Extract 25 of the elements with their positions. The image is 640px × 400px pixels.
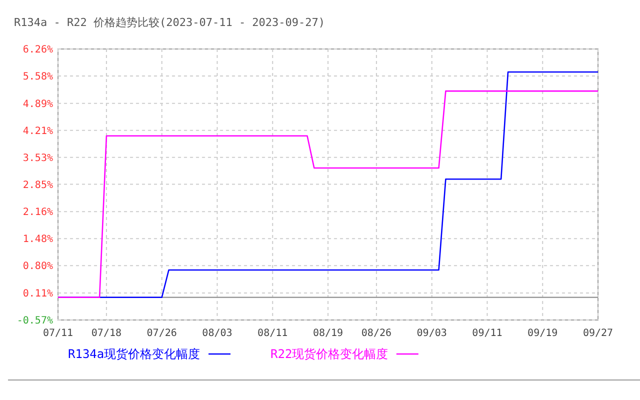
y-tick-label: 2.16% [22, 207, 53, 218]
x-tick-label: 09/11 [472, 328, 502, 339]
y-tick-label: 0.80% [22, 261, 53, 272]
x-tick-label: 09/27 [582, 328, 614, 339]
y-tick-label: 1.48% [22, 234, 53, 246]
x-tick-label: 09/19 [528, 328, 558, 339]
x-tick-label: 08/19 [312, 328, 344, 339]
y-tick-label: 4.21% [22, 126, 53, 137]
x-tick-label: 07/26 [146, 328, 177, 339]
legend-label: R134a现货价格变化幅度 [68, 347, 200, 361]
x-tick-label: 08/26 [361, 328, 392, 339]
chart-title: R134a - R22 价格趋势比较(2023-07-11 - 2023-09-27) [14, 16, 326, 29]
y-tick-label: -0.57% [16, 316, 53, 326]
legend-label: R22现货价格变化幅度 [270, 347, 388, 361]
y-tick-label: 2.85% [22, 180, 53, 191]
y-tick-label: 5.58% [22, 71, 53, 82]
x-tick-label: 08/03 [202, 328, 232, 339]
x-tick-label: 08/11 [258, 328, 288, 339]
y-tick-label: 4.89% [22, 98, 53, 110]
x-tick-label: 07/11 [42, 328, 74, 339]
x-tick-label: 07/18 [91, 328, 122, 339]
y-tick-label: 6.26% [22, 44, 53, 56]
x-tick-label: 09/03 [416, 328, 447, 339]
y-tick-label: 3.53% [22, 152, 53, 164]
y-tick-label: 0.11% [22, 288, 53, 300]
